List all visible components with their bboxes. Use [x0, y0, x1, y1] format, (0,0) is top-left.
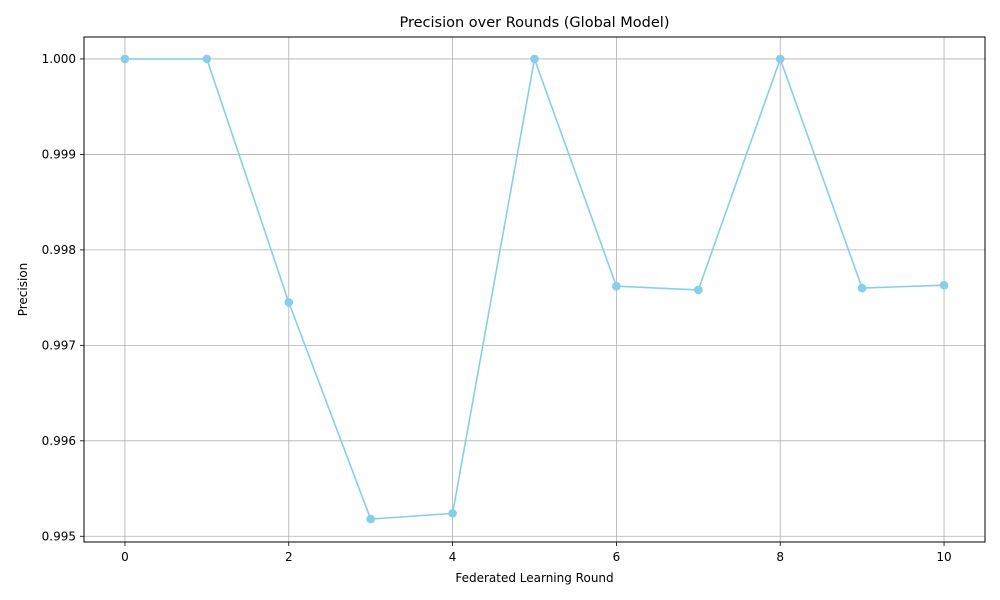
y-tick-label: 0.995 — [42, 529, 76, 543]
data-point — [857, 283, 867, 293]
grid-layer — [84, 37, 985, 542]
data-point — [939, 280, 949, 290]
data-point — [775, 54, 785, 64]
data-point — [284, 298, 294, 307]
y-tick-label: 0.997 — [42, 338, 76, 352]
data-point — [530, 54, 539, 64]
x-tick-label: 0 — [121, 550, 129, 564]
data-point — [366, 514, 375, 524]
x-tick-label: 10 — [936, 550, 951, 564]
tick-layer: 0 2 4 6 8 10 0.995 0.996 0.997 0.998 0.999 1.000 — [42, 52, 952, 564]
series-layer — [120, 54, 949, 524]
series-line — [124, 55, 945, 520]
data-point — [694, 285, 703, 295]
data-point — [202, 54, 212, 64]
x-tick-label: 2 — [285, 550, 293, 564]
x-axis-label: Federated Learning Round — [455, 571, 613, 585]
y-tick-label: 0.996 — [42, 434, 76, 448]
x-tick-label: 6 — [613, 550, 621, 564]
y-tick-label: 1.000 — [42, 52, 76, 66]
x-tick-label: 8 — [776, 550, 784, 564]
data-point — [612, 281, 621, 291]
y-tick-label: 0.998 — [42, 243, 76, 257]
chart-title: Precision over Rounds (Global Model) — [399, 15, 669, 31]
plot-frame — [83, 36, 986, 543]
y-tick-label: 0.999 — [42, 147, 76, 161]
y-axis-label: Precision — [16, 263, 30, 317]
data-point — [448, 509, 457, 518]
data-point — [120, 54, 130, 64]
x-tick-label: 4 — [449, 550, 457, 564]
